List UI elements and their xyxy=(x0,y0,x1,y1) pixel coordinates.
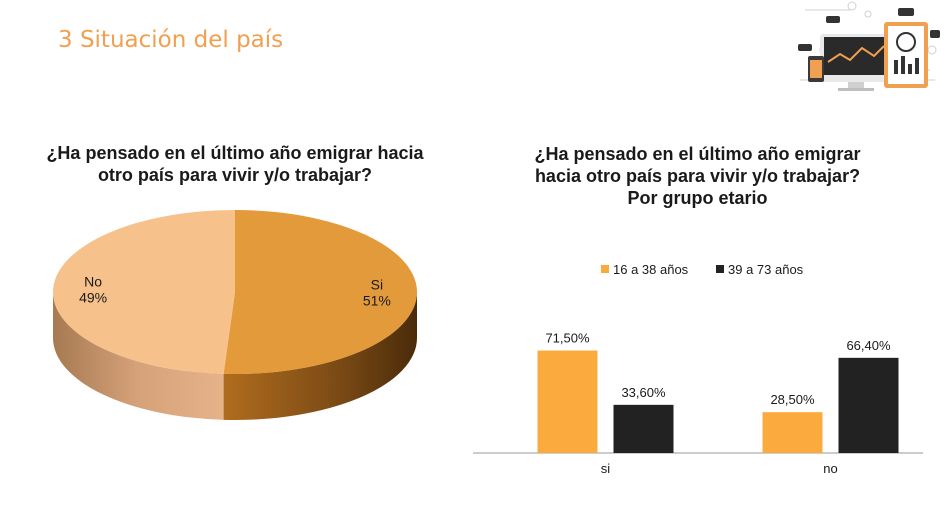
bar-si-series-2 xyxy=(613,404,674,453)
bar-label-no-series-2: 66,40% xyxy=(846,338,891,353)
pie-chart-title: ¿Ha pensado en el último año emigrar hac… xyxy=(46,143,424,185)
bar-chart-title-line-2: hacia otro país para vivir y/o trabajar? xyxy=(534,166,861,186)
analytics-illustration xyxy=(798,1,940,91)
pie-slice-si xyxy=(223,210,418,374)
bar-si-series-1 xyxy=(537,350,598,453)
bar-label-no-series-1: 28,50% xyxy=(770,392,815,407)
pie-label-si: Si xyxy=(371,276,383,292)
bar-label-si-series-1: 71,50% xyxy=(545,331,590,346)
pie-slice-no xyxy=(53,210,235,374)
bar-label-si-series-2: 33,60% xyxy=(621,385,666,400)
legend-label-2: 39 a 73 años xyxy=(728,262,804,277)
bar-no-series-1 xyxy=(762,412,823,453)
x-tick-label-si: si xyxy=(601,461,611,476)
legend-swatch-1 xyxy=(601,265,609,273)
page-title: 3 Situación del país xyxy=(58,27,284,53)
x-tick-label-no: no xyxy=(823,461,837,476)
bar-chart: 16 a 38 años 39 a 73 años 71,50% 33,60% si 28… xyxy=(473,262,923,476)
pie-value-no: 49% xyxy=(79,290,107,306)
pie-slice-side-si xyxy=(223,292,417,420)
legend-swatch-2 xyxy=(716,265,724,273)
legend-label-1: 16 a 38 años xyxy=(613,262,689,277)
pie-slice-side-no xyxy=(53,292,224,420)
pie-value-si: 51% xyxy=(363,292,391,308)
pie-label-no: No xyxy=(84,274,102,290)
bar-chart-title-line-1: ¿Ha pensado en el último año emigrar xyxy=(534,144,861,164)
bar-no-series-2 xyxy=(838,357,899,453)
bar-chart-title: ¿Ha pensado en el último año emigrar hac… xyxy=(470,143,925,209)
bar-chart-title-line-3: Por grupo etario xyxy=(627,188,768,208)
